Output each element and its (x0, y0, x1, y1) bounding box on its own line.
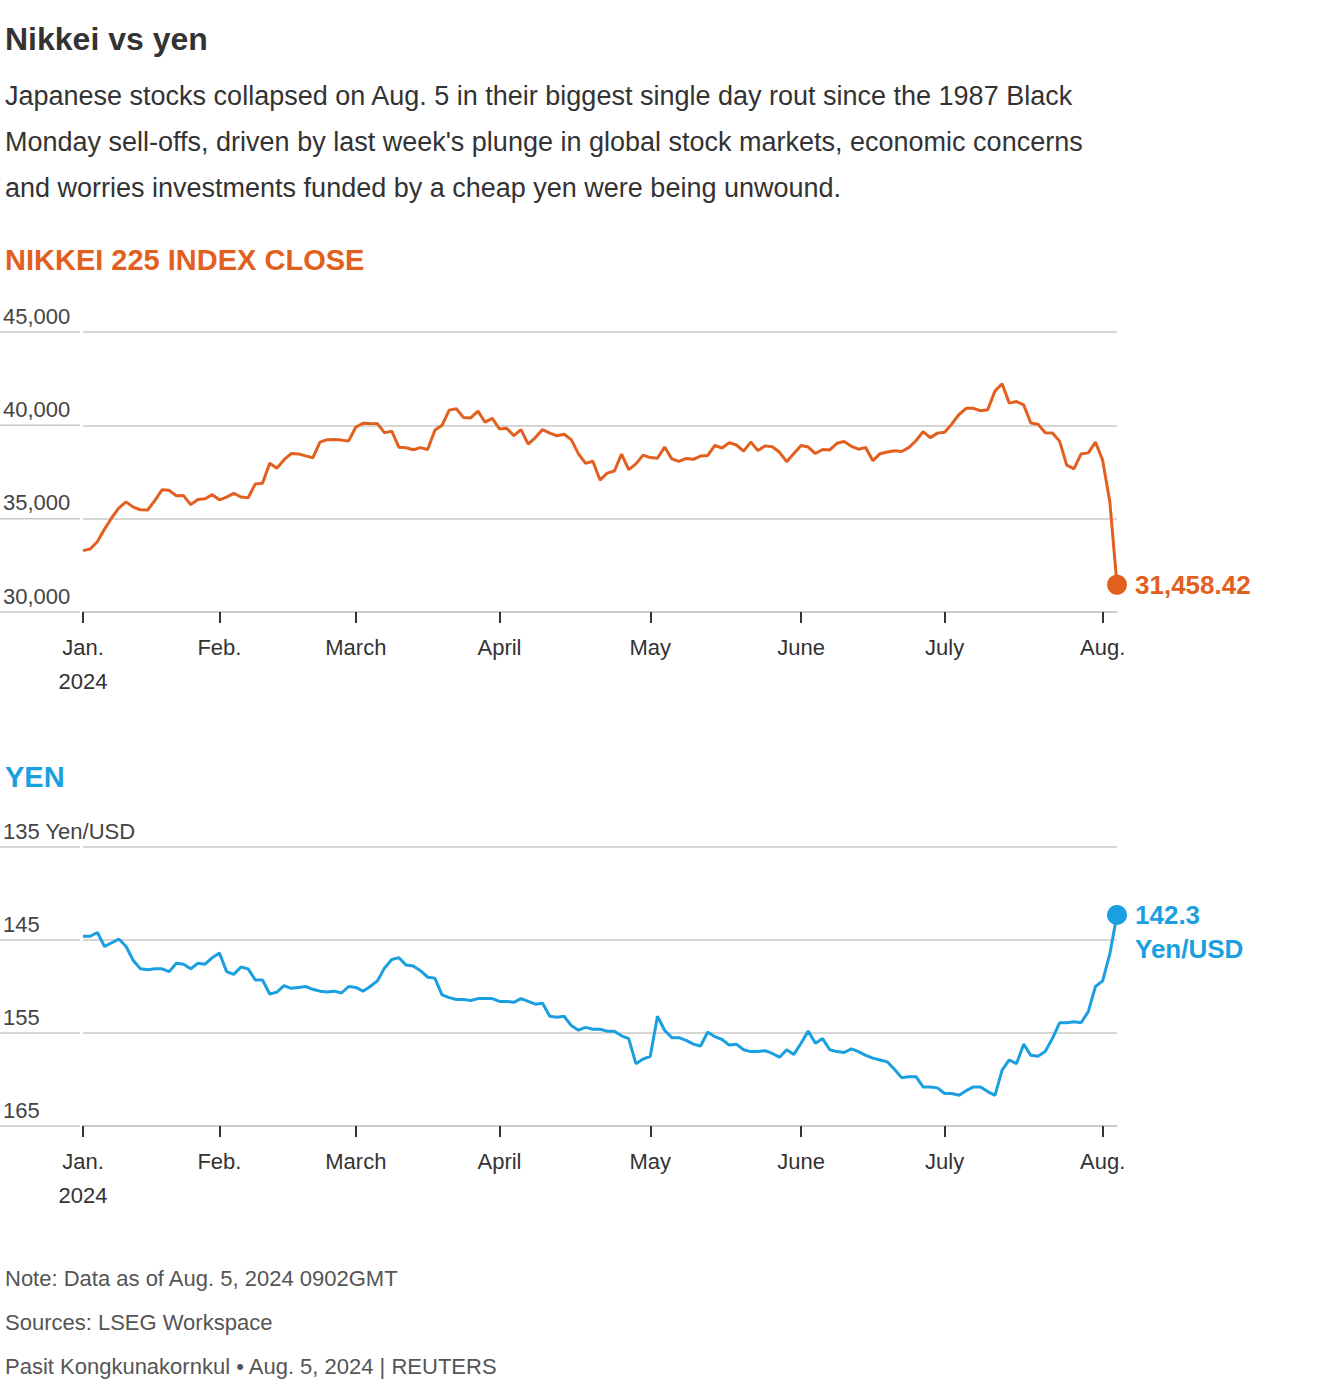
svg-text:2024: 2024 (59, 1183, 108, 1208)
svg-text:Jan.: Jan. (62, 1149, 104, 1174)
svg-text:March: March (325, 1149, 386, 1174)
svg-text:Japanese stocks collapsed on A: Japanese stocks collapsed on Aug. 5 in t… (5, 81, 1073, 111)
svg-text:Aug.: Aug. (1080, 635, 1125, 660)
svg-text:45,000: 45,000 (3, 304, 70, 329)
svg-text:Feb.: Feb. (197, 1149, 241, 1174)
svg-text:31,458.42: 31,458.42 (1135, 570, 1251, 600)
svg-text:May: May (629, 1149, 671, 1174)
svg-text:April: April (477, 635, 521, 660)
svg-text:165: 165 (3, 1098, 40, 1123)
svg-text:145: 145 (3, 912, 40, 937)
svg-text:30,000: 30,000 (3, 584, 70, 609)
svg-text:and worries investments funded: and worries investments funded by a chea… (5, 173, 841, 203)
svg-text:Feb.: Feb. (197, 635, 241, 660)
svg-text:135 Yen/USD: 135 Yen/USD (3, 819, 135, 844)
svg-text:Sources: LSEG Workspace: Sources: LSEG Workspace (5, 1310, 272, 1335)
svg-text:Aug.: Aug. (1080, 1149, 1125, 1174)
svg-text:April: April (477, 1149, 521, 1174)
svg-text:155: 155 (3, 1005, 40, 1030)
svg-text:July: July (925, 1149, 964, 1174)
svg-text:142.3: 142.3 (1135, 900, 1200, 930)
svg-text:YEN: YEN (5, 761, 65, 793)
svg-text:March: March (325, 635, 386, 660)
svg-text:June: June (777, 635, 825, 660)
svg-text:Jan.: Jan. (62, 635, 104, 660)
svg-text:Pasit Kongkunakornkul • Aug. 5: Pasit Kongkunakornkul • Aug. 5, 2024 | R… (5, 1354, 497, 1379)
svg-text:Yen/USD: Yen/USD (1135, 934, 1243, 964)
svg-text:July: July (925, 635, 964, 660)
svg-text:2024: 2024 (59, 669, 108, 694)
svg-text:Nikkei vs yen: Nikkei vs yen (5, 21, 208, 57)
svg-text:40,000: 40,000 (3, 397, 70, 422)
svg-text:June: June (777, 1149, 825, 1174)
svg-text:May: May (629, 635, 671, 660)
svg-text:35,000: 35,000 (3, 490, 70, 515)
svg-text:Note: Data as of Aug. 5, 2024: Note: Data as of Aug. 5, 2024 0902GMT (5, 1266, 398, 1291)
svg-text:Monday sell-offs, driven by la: Monday sell-offs, driven by last week's … (5, 127, 1083, 157)
svg-text:NIKKEI 225 INDEX CLOSE: NIKKEI 225 INDEX CLOSE (5, 244, 364, 276)
